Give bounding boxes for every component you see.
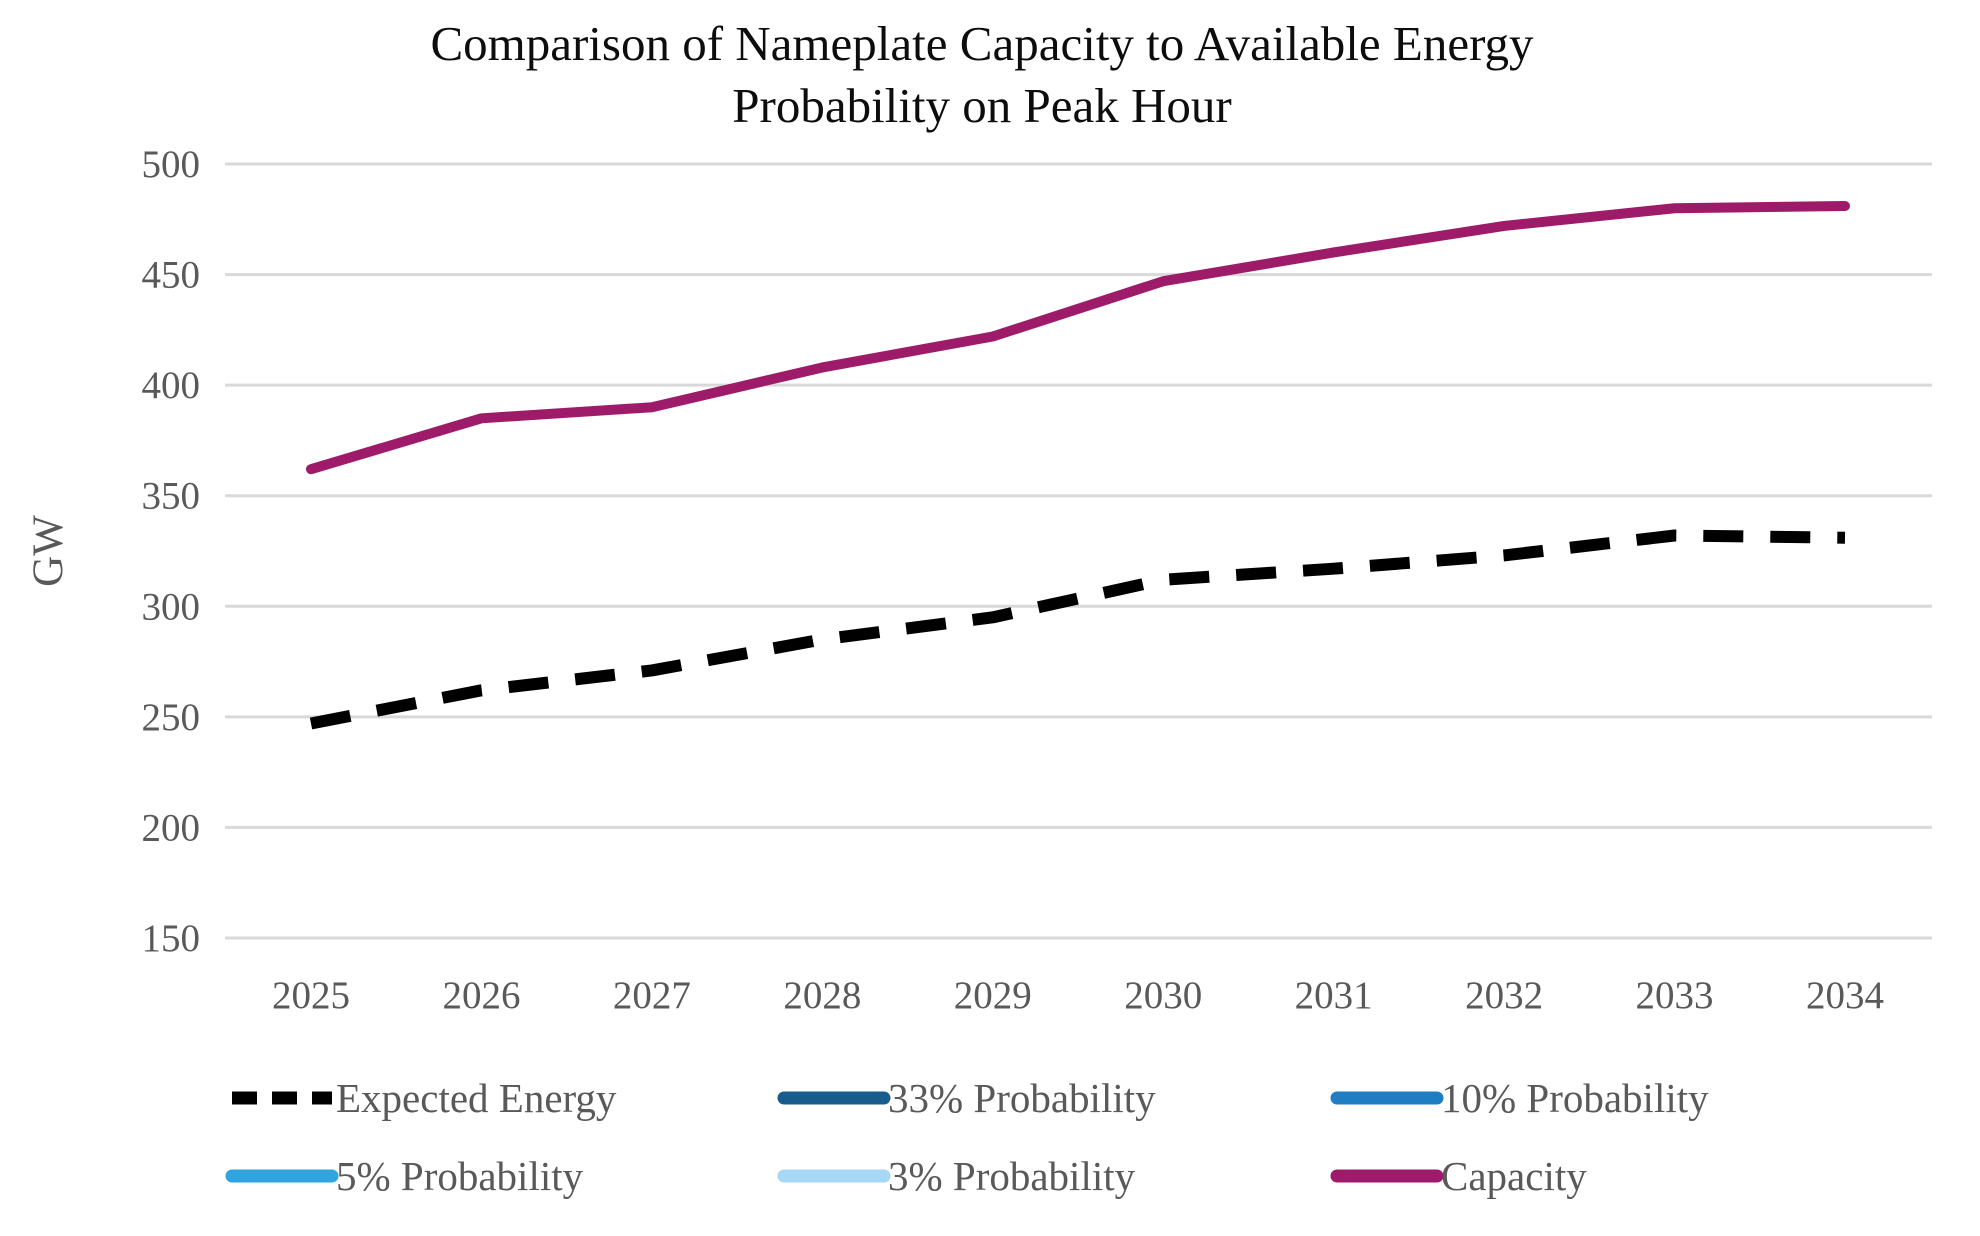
x-tick-label: 2026	[442, 974, 520, 1017]
chart-title-line2: Probability on Peak Hour	[732, 78, 1231, 133]
y-tick-label: 150	[142, 917, 201, 960]
y-tick-label: 500	[142, 143, 201, 186]
x-tick-label: 2025	[272, 974, 350, 1017]
x-tick-label: 2032	[1465, 974, 1543, 1017]
y-axis-tick-labels: 500 450 400 350 300 250 200 150	[142, 143, 201, 960]
legend-label-expected-energy: Expected Energy	[336, 1075, 617, 1121]
y-tick-label: 250	[142, 696, 201, 739]
gridlines-layer	[225, 162, 1932, 940]
legend: Expected Energy 33% Probability 10% Probab…	[225, 1075, 1709, 1199]
legend-label-10-probability: 10% Probability	[1441, 1075, 1709, 1121]
x-tick-label: 2033	[1636, 974, 1714, 1017]
y-tick-label: 350	[142, 475, 201, 518]
y-tick-label: 400	[142, 364, 201, 407]
series-layer	[306, 201, 1850, 730]
y-tick-label: 300	[142, 585, 201, 628]
x-tick-label: 2031	[1295, 974, 1373, 1017]
y-tick-label: 450	[142, 254, 201, 297]
legend-label-33-probability: 33% Probability	[888, 1075, 1156, 1121]
chart-title-line1: Comparison of Nameplate Capacity to Avai…	[430, 16, 1534, 71]
x-axis-tick-labels: 2025 2026 2027 2028 2029 2030 2031 2032 2033 2034	[272, 974, 1884, 1017]
x-tick-label: 2034	[1806, 974, 1884, 1017]
legend-label-3-probability: 3% Probability	[888, 1153, 1136, 1199]
x-tick-label: 2028	[783, 974, 861, 1017]
x-tick-label: 2027	[613, 974, 691, 1017]
expected-energy-line	[309, 529, 1846, 730]
y-tick-label: 200	[142, 806, 201, 849]
x-tick-label: 2029	[954, 974, 1032, 1017]
y-axis-title: GW	[25, 515, 72, 587]
legend-label-5-probability: 5% Probability	[336, 1153, 584, 1199]
legend-label-capacity: Capacity	[1441, 1153, 1587, 1199]
capacity-line	[306, 201, 1850, 475]
x-tick-label: 2030	[1124, 974, 1202, 1017]
